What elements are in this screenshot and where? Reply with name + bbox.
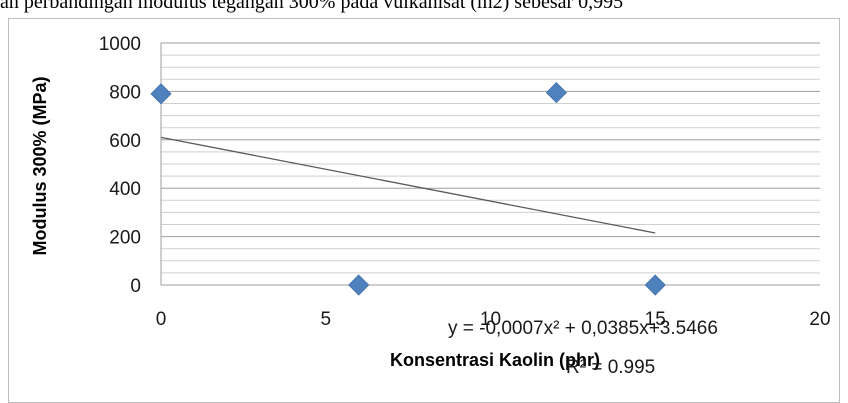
trendline-equation: y = -0,0007x² + 0,0385x+3.5466 xyxy=(448,318,718,339)
data-point-marker xyxy=(348,274,370,296)
data-point-marker xyxy=(644,274,666,296)
x-tick-label: 0 xyxy=(156,309,167,330)
y-tick-label: 600 xyxy=(109,131,141,152)
x-tick-label: 20 xyxy=(809,309,830,330)
y-axis-title: Modulus 300% (MPa) xyxy=(30,76,50,255)
y-tick-label: 1000 xyxy=(99,34,141,55)
y-tick-label: 800 xyxy=(109,82,141,103)
y-tick-label: 0 xyxy=(130,276,141,297)
top-text: an perbandingan modulus tegangan 300% pa… xyxy=(0,0,624,13)
data-point-marker xyxy=(150,83,172,105)
y-tick-label: 200 xyxy=(109,228,141,249)
trendline-r2: R² = 0.995 xyxy=(566,357,655,378)
y-tick-label: 400 xyxy=(109,179,141,200)
x-tick-label: 5 xyxy=(320,309,331,330)
x-tick-label: 15 xyxy=(645,309,666,330)
trendline xyxy=(160,136,656,234)
x-axis-title: Konsentrasi Kaolin (phr) xyxy=(390,350,600,370)
data-point-marker xyxy=(545,82,567,104)
x-tick-label: 10 xyxy=(480,309,501,330)
